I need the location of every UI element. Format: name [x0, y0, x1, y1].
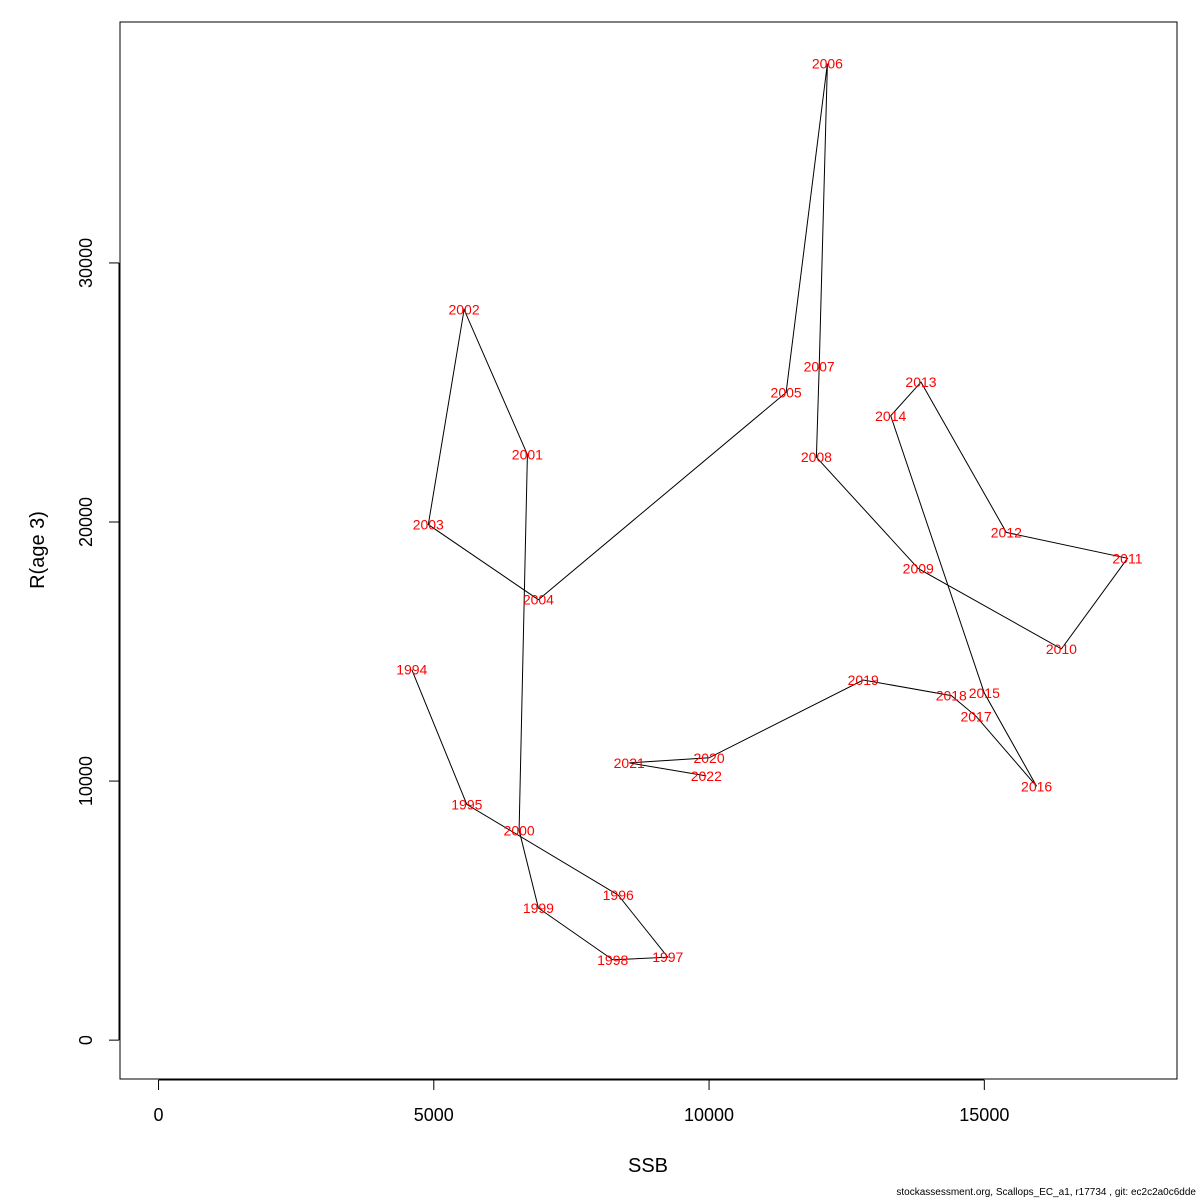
point-labels: 1994 1995 1996 1997 1998 1999 2000 2001 2002 2003… — [396, 55, 1143, 967]
year-label-2005: 2005 — [771, 384, 802, 400]
x-axis: 0 5000 10000 15000 — [154, 1079, 1009, 1125]
year-label-2021: 2021 — [614, 755, 645, 771]
year-label-1999: 1999 — [523, 900, 554, 916]
year-label-1995: 1995 — [451, 796, 482, 812]
year-label-1996: 1996 — [603, 887, 634, 903]
x-tick-label: 5000 — [414, 1105, 454, 1125]
year-label-2022: 2022 — [691, 768, 722, 784]
year-label-2015: 2015 — [969, 685, 1000, 701]
year-label-1998: 1998 — [597, 952, 628, 968]
y-axis-title: R(age 3) — [27, 511, 49, 589]
year-label-2016: 2016 — [1021, 778, 1052, 794]
year-label-2006: 2006 — [812, 55, 843, 71]
year-label-2003: 2003 — [413, 517, 444, 533]
y-tick-label: 0 — [76, 1035, 96, 1045]
year-label-2017: 2017 — [960, 708, 991, 724]
x-tick-label: 15000 — [959, 1105, 1009, 1125]
y-tick-label: 30000 — [76, 238, 96, 288]
year-label-2018: 2018 — [936, 688, 967, 704]
year-label-2000: 2000 — [504, 822, 535, 838]
x-tick-label: 10000 — [684, 1105, 734, 1125]
year-label-2014: 2014 — [875, 408, 906, 424]
year-label-1997: 1997 — [652, 949, 683, 965]
year-label-1994: 1994 — [396, 662, 427, 678]
footer-note: stockassessment.org, Scallops_EC_a1, r17… — [896, 1187, 1196, 1198]
x-tick-label: 0 — [154, 1105, 164, 1125]
year-label-2002: 2002 — [448, 302, 479, 318]
y-axis: 0 10000 20000 30000 — [76, 238, 120, 1045]
year-label-2008: 2008 — [801, 449, 832, 465]
year-label-2001: 2001 — [512, 447, 543, 463]
year-label-2004: 2004 — [523, 592, 554, 608]
year-label-2010: 2010 — [1046, 641, 1077, 657]
year-label-2012: 2012 — [991, 524, 1022, 540]
x-axis-title: SSB — [628, 1155, 668, 1177]
year-label-2009: 2009 — [903, 561, 934, 577]
year-label-2013: 2013 — [905, 374, 936, 390]
y-tick-label: 10000 — [76, 756, 96, 806]
series-line — [411, 63, 1129, 961]
year-label-2007: 2007 — [804, 359, 835, 375]
year-label-2011: 2011 — [1112, 550, 1142, 566]
year-label-2020: 2020 — [693, 750, 724, 766]
year-label-2019: 2019 — [848, 672, 879, 688]
plot-frame — [119, 21, 1178, 1080]
y-tick-label: 20000 — [76, 497, 96, 547]
